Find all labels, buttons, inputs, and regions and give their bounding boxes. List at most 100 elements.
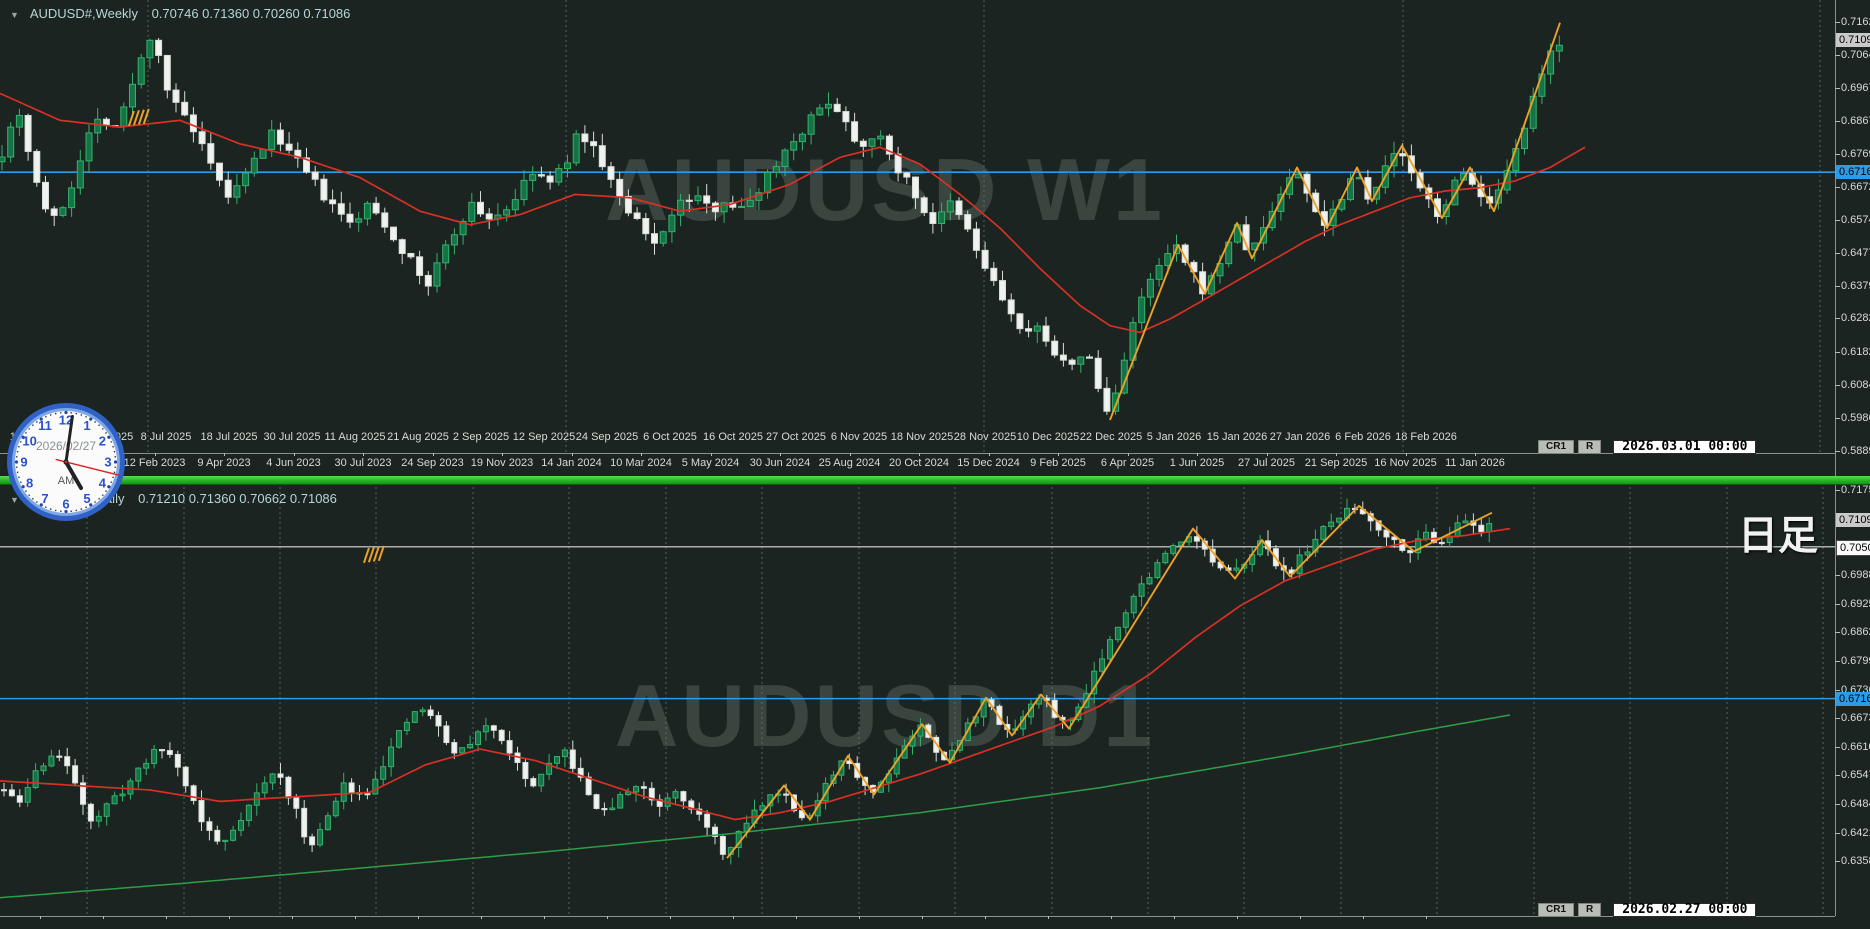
price-tick-mark <box>1835 861 1840 863</box>
zigzag-line[interactable] <box>726 504 1493 859</box>
candle-bull <box>419 709 426 713</box>
candle-bear <box>1007 299 1015 315</box>
r-button[interactable]: R <box>1578 440 1602 454</box>
candle-bull <box>1033 325 1041 332</box>
candle-bull <box>938 211 946 225</box>
candle-bear <box>607 166 615 180</box>
candle-bear <box>972 228 980 251</box>
candle-bull <box>442 244 450 264</box>
candle-bear <box>50 208 58 216</box>
price-tick-label: 0.7064 <box>1841 48 1870 61</box>
candle-bull <box>7 126 15 158</box>
date-tick-mark <box>1197 453 1198 456</box>
weekly-crosshair-time: 2026.03.01 00:00 <box>1613 440 1757 454</box>
date-tick-mark <box>292 916 293 919</box>
date-tick-mark <box>859 916 860 919</box>
price-tick-mark <box>1835 219 1840 221</box>
price-tick-label: 0.6862 <box>1841 626 1870 639</box>
cr1-button[interactable]: CR1 <box>1538 440 1575 454</box>
candle-bear <box>964 214 972 230</box>
candle-bear <box>798 810 805 819</box>
price-tick-label: 0.6988 <box>1841 569 1870 581</box>
weekly-chart-surface[interactable] <box>0 0 1835 453</box>
green-moving-average[interactable] <box>0 714 1511 899</box>
r-button[interactable]: R <box>1578 903 1602 917</box>
weekly-symbol-label: AUDUSD#,Weekly <box>29 6 138 21</box>
candle-bear <box>585 776 592 796</box>
date-label: 8 Jul 2025 <box>140 431 192 443</box>
candle-bull <box>672 791 679 799</box>
cr1-button[interactable]: CR1 <box>1538 903 1575 917</box>
candle-bull <box>40 765 47 772</box>
price-tick-mark <box>1835 351 1840 353</box>
candle-bear <box>33 150 41 183</box>
candle-bear <box>189 114 197 133</box>
date-tick-mark <box>166 916 167 919</box>
date-label: 15 Dec 2024 <box>957 457 1020 469</box>
weekly-price-axis-line <box>1835 0 1836 916</box>
candle-bear <box>285 776 292 799</box>
date-label: 11 Aug 2025 <box>324 431 386 443</box>
daily-ohlc-values: 0.71210 0.71360 0.70662 0.71086 <box>138 491 337 506</box>
candle-bear <box>416 256 424 276</box>
candle-bull <box>467 744 474 749</box>
candle-bear <box>996 705 1003 725</box>
candle-bear <box>159 749 165 752</box>
red-moving-average[interactable] <box>0 92 1586 334</box>
price-tick-mark <box>1835 121 1840 123</box>
candle-bear <box>320 178 328 201</box>
candle-bull <box>1521 127 1528 150</box>
date-tick-mark <box>1336 453 1337 456</box>
candle-bull <box>15 114 23 128</box>
svg-text:1: 1 <box>83 418 90 433</box>
date-label: 6 Apr 2025 <box>1100 457 1155 469</box>
zigzag-line[interactable] <box>1109 22 1561 421</box>
chevron-down-icon[interactable]: ▼ <box>10 10 19 20</box>
candle-bear <box>303 157 310 173</box>
candle-bull <box>1099 658 1106 672</box>
hatch-marker-icon[interactable] <box>362 545 386 564</box>
candle-bull <box>450 234 458 246</box>
candle-bull <box>95 815 102 822</box>
candle-bear <box>166 750 173 755</box>
candle-bear <box>182 766 189 787</box>
candle-bull <box>85 132 93 162</box>
clock-hour-hand <box>64 460 83 490</box>
candle-bull <box>324 815 331 831</box>
candle-bear <box>648 787 655 801</box>
candle-bear <box>490 725 497 731</box>
svg-text:11: 11 <box>38 418 52 433</box>
daily-chart-surface[interactable] <box>0 487 1835 916</box>
price-tick-mark <box>1835 832 1840 834</box>
candle-bear <box>311 171 319 180</box>
date-tick-mark <box>849 453 851 456</box>
red-moving-average[interactable] <box>0 527 1511 821</box>
panel-separator[interactable] <box>0 476 1870 485</box>
svg-text:5: 5 <box>83 491 90 506</box>
candle-bear <box>477 201 484 215</box>
candle-bull <box>825 103 832 109</box>
date-label: 9 Apr 2023 <box>197 457 251 469</box>
price-tick-label: 0.6672 <box>1841 180 1870 193</box>
candle-bull <box>1170 545 1177 554</box>
chevron-down-icon[interactable]: ▼ <box>10 495 19 505</box>
candle-bear <box>80 782 86 805</box>
hatch-marker-icon[interactable] <box>127 108 151 127</box>
candle-bear <box>1016 313 1024 330</box>
price-tick-label: 0.5889 <box>1841 444 1870 457</box>
date-tick-mark <box>607 916 608 919</box>
candle-bear <box>1312 192 1320 213</box>
price-tick-mark <box>1835 285 1840 287</box>
date-tick-mark <box>985 916 986 919</box>
candle-bear <box>1068 359 1076 365</box>
candle-bear <box>390 226 397 241</box>
candle-bear <box>885 135 893 155</box>
candle-bear <box>981 249 989 269</box>
candle-bear <box>990 267 998 282</box>
price-tick-mark <box>1835 384 1840 386</box>
date-label: 20 Oct 2024 <box>889 457 949 469</box>
candle-bear <box>1438 541 1445 545</box>
